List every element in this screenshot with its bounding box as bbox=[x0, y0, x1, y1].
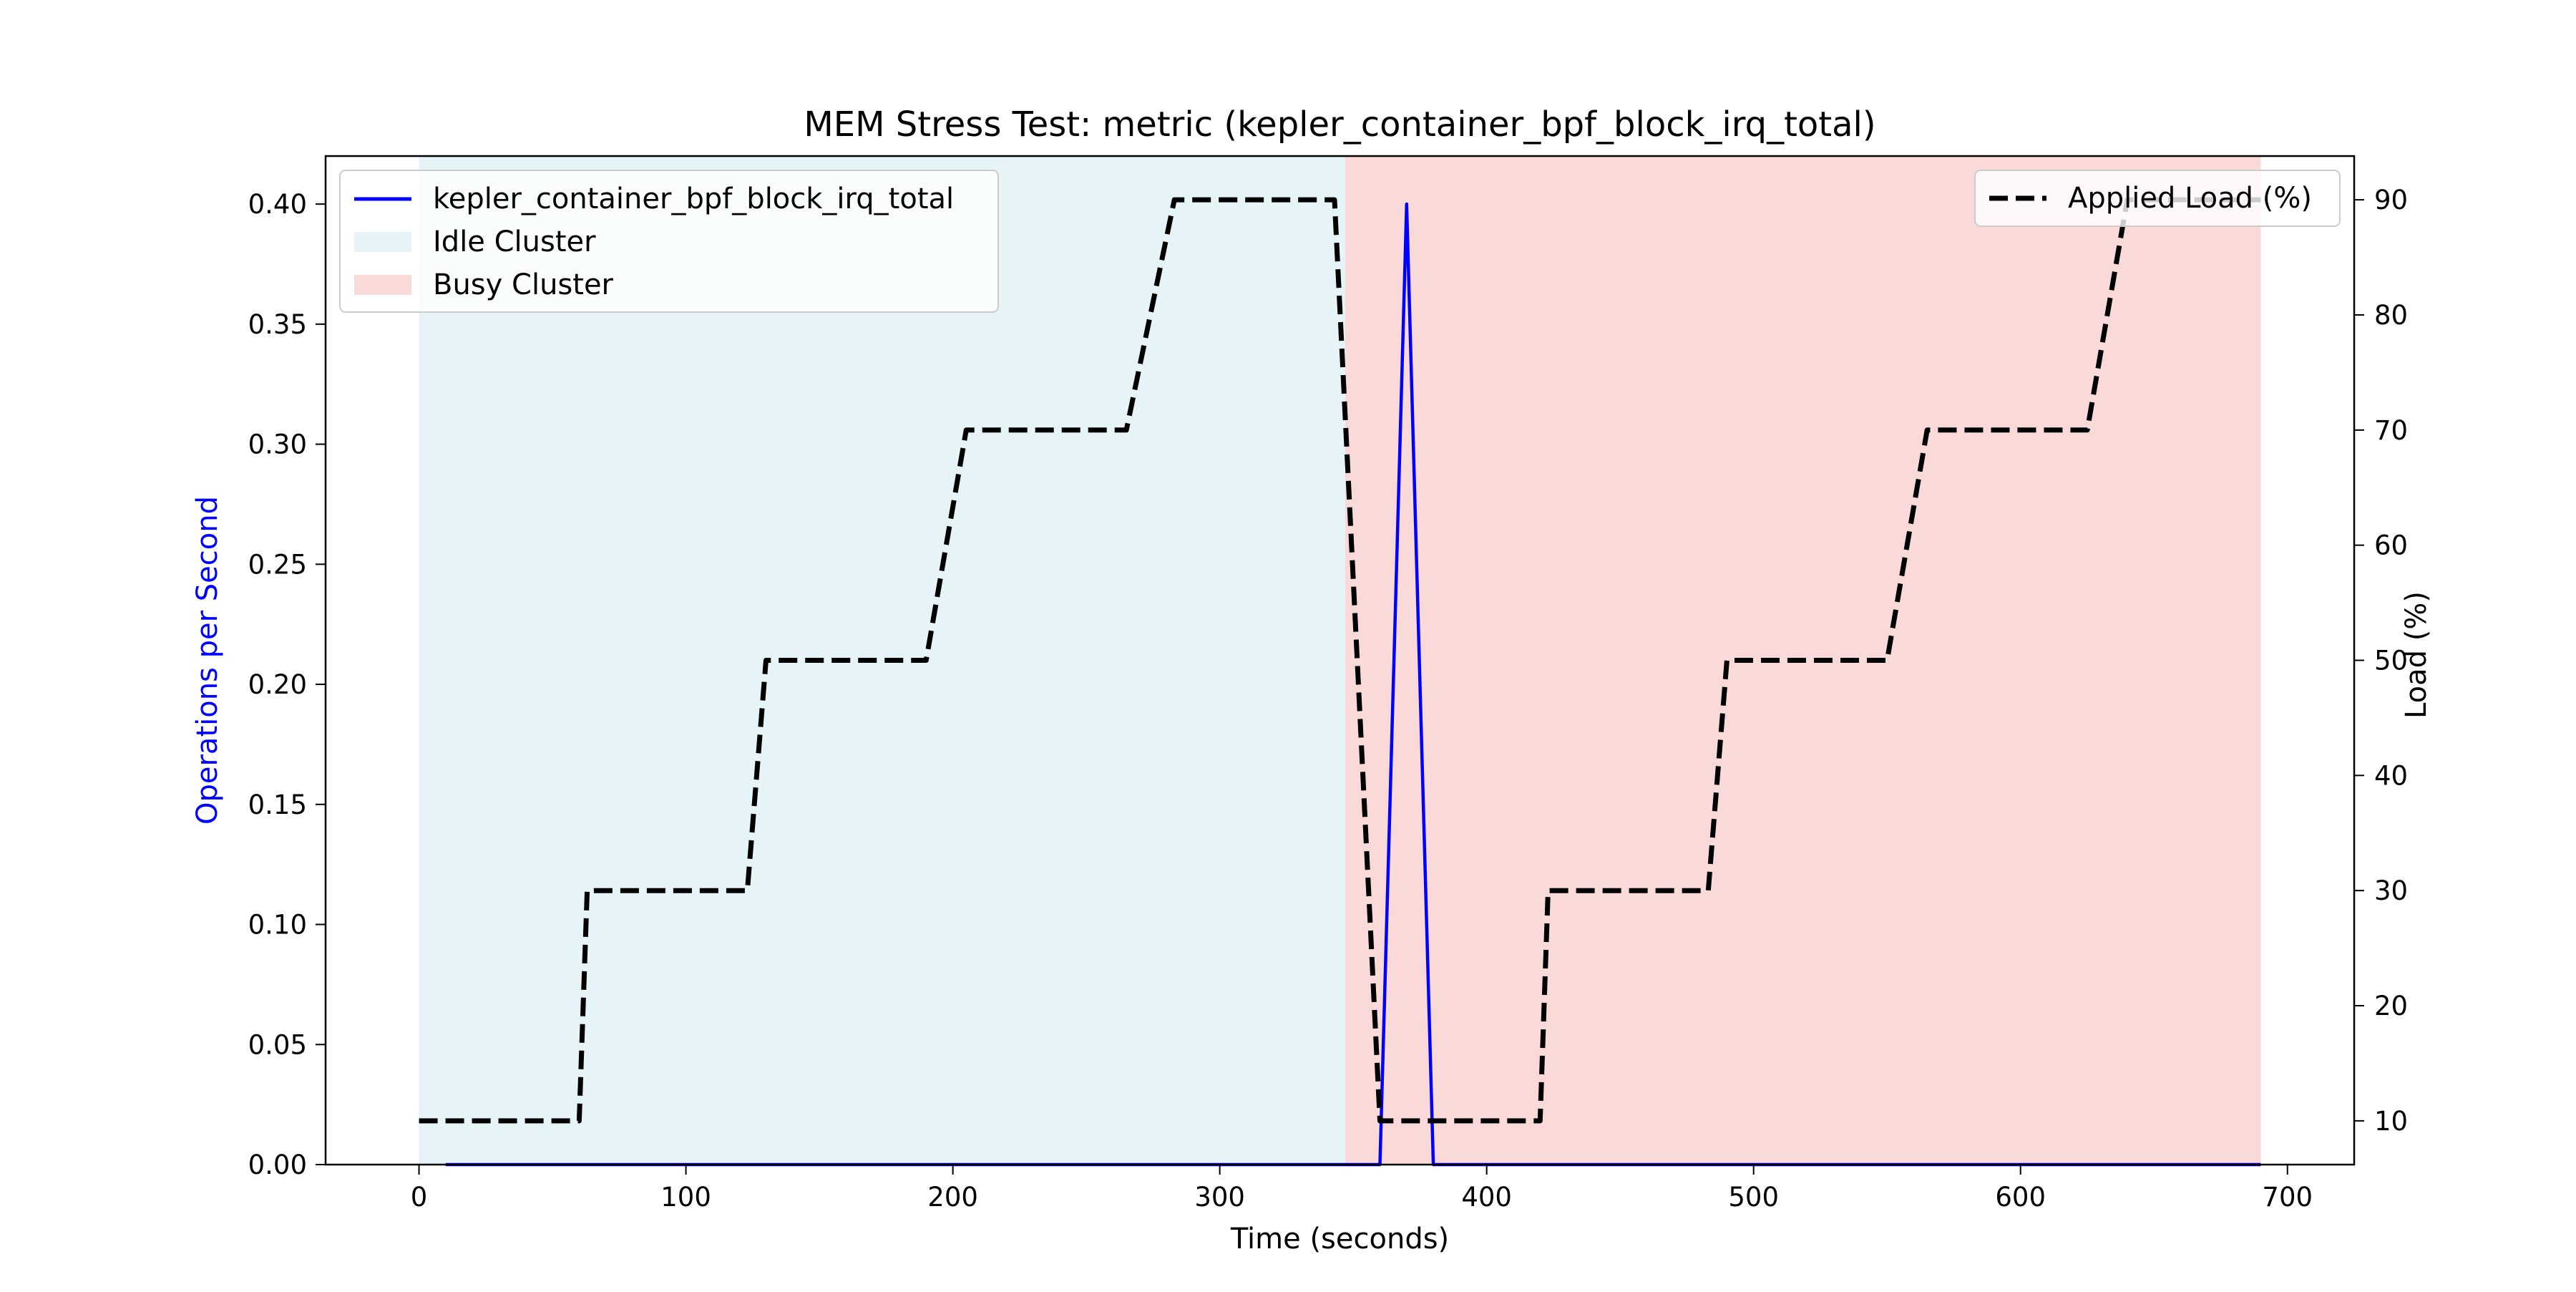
legend-right: Applied Load (%) bbox=[1974, 170, 2341, 227]
y-left-tick-label: 0.30 bbox=[248, 429, 307, 460]
legend-entry-label: kepler_container_bpf_block_irq_total bbox=[433, 183, 954, 215]
y-right-tick-label: 20 bbox=[2374, 991, 2408, 1021]
y-right-tick-label: 30 bbox=[2374, 875, 2408, 906]
x-tick-label: 400 bbox=[1461, 1182, 1512, 1213]
y-left-tick-label: 0.40 bbox=[248, 189, 307, 220]
y-right-axis-label: Load (%) bbox=[2400, 591, 2433, 719]
y-left-axis-label: Operations per Second bbox=[191, 496, 224, 825]
series-line-applied-load bbox=[419, 197, 2261, 1124]
legend-entry-label: Applied Load (%) bbox=[2068, 182, 2312, 215]
x-tick-label: 600 bbox=[1995, 1182, 2046, 1213]
y-left-tick-label: 0.15 bbox=[248, 790, 307, 820]
y-right-tick-label: 60 bbox=[2374, 530, 2408, 561]
y-left-tick-label: 0.25 bbox=[248, 549, 307, 580]
legend-right-box bbox=[1974, 170, 2341, 227]
x-tick-label: 500 bbox=[1728, 1182, 1779, 1213]
region-idle-cluster bbox=[419, 156, 1345, 1165]
y-left-tick-label: 0.20 bbox=[248, 669, 307, 700]
y-right-tick-label: 90 bbox=[2374, 185, 2408, 215]
x-tick-label: 0 bbox=[411, 1182, 428, 1213]
legend-left: kepler_container_bpf_block_irq_total Idle… bbox=[339, 170, 999, 313]
axes-layer: 0 100 200 300 400 500 600 700 0.00 0.05 0.10 0.15 0.… bbox=[248, 185, 2408, 1213]
y-left-tick-label: 0.05 bbox=[248, 1029, 307, 1060]
x-tick-label: 300 bbox=[1194, 1182, 1245, 1213]
y-right-tick-label: 80 bbox=[2374, 300, 2408, 331]
legend-swatch-patch bbox=[354, 232, 411, 252]
y-right-tick-label: 50 bbox=[2374, 646, 2408, 676]
legend-entry-label: Busy Cluster bbox=[433, 268, 614, 301]
y-left-tick-label: 0.35 bbox=[248, 309, 307, 340]
y-left-tick-label: 0.00 bbox=[248, 1150, 307, 1180]
x-tick-label: 700 bbox=[2262, 1182, 2313, 1213]
legend-swatch-patch bbox=[354, 275, 411, 295]
chart-title: MEM Stress Test: metric (kepler_containe… bbox=[804, 105, 1875, 145]
legend-entry-label: Idle Cluster bbox=[433, 225, 596, 258]
y-right-tick-label: 70 bbox=[2374, 415, 2408, 446]
x-axis-label: Time (seconds) bbox=[1230, 1223, 1449, 1255]
legend-left-box bbox=[339, 170, 999, 313]
y-left-tick-label: 0.10 bbox=[248, 910, 307, 941]
y-right-tick-label: 40 bbox=[2374, 760, 2408, 791]
regions-layer bbox=[419, 156, 2261, 1165]
x-tick-label: 100 bbox=[660, 1182, 711, 1213]
x-tick-label: 200 bbox=[927, 1182, 978, 1213]
y-right-tick-label: 10 bbox=[2374, 1106, 2408, 1137]
